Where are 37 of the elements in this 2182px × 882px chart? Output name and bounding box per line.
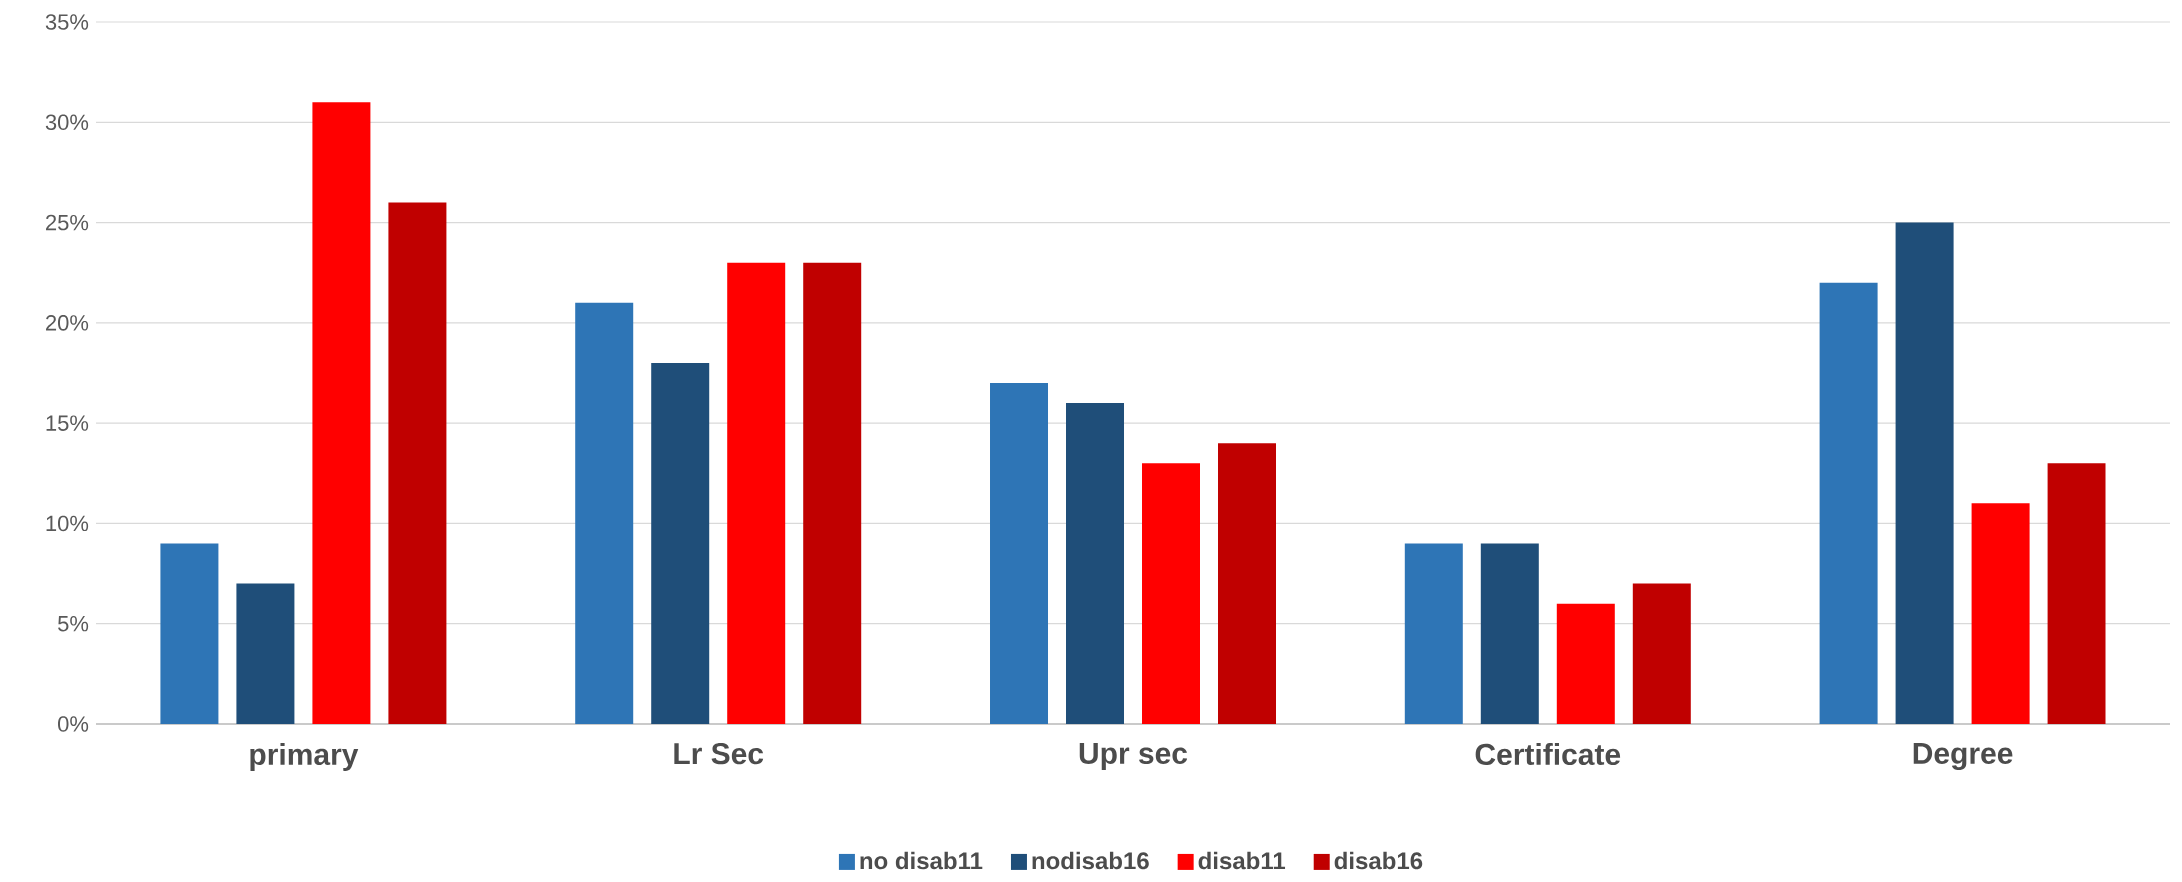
bar [236, 583, 295, 724]
y-tick-label: 30% [45, 114, 89, 131]
bar [727, 262, 786, 724]
y-tick-label: 10% [46, 515, 89, 532]
bar [1632, 583, 1691, 724]
bar [160, 543, 219, 724]
y-tick-label: 15% [46, 415, 89, 431]
y-tick-label: 5% [58, 615, 89, 632]
bar [388, 202, 447, 724]
bar [312, 102, 371, 724]
legend-label: disab16 [1334, 851, 1423, 870]
bar [1404, 543, 1463, 724]
bar [1066, 403, 1125, 724]
bar [651, 362, 710, 724]
y-tick-label: 0% [58, 716, 89, 732]
bar [803, 262, 862, 724]
bar [1218, 443, 1276, 724]
bar [1971, 503, 2030, 724]
legend-label: disab11 [1198, 851, 1286, 870]
bar [1480, 543, 1539, 724]
x-tick-label: Upr sec [1079, 743, 1188, 770]
legend-label: no disab11 [860, 851, 983, 870]
y-tick-label: 25% [46, 214, 89, 231]
bar [575, 302, 634, 724]
x-tick-label: Certificate [1475, 743, 1621, 766]
x-tick-label: primary [250, 743, 359, 771]
y-tick-label: 35% [45, 14, 89, 30]
x-tick-label: Lr Sec [674, 743, 764, 765]
bar [1556, 603, 1615, 724]
legend-label: nodisab16 [1032, 851, 1149, 870]
bar [990, 383, 1049, 724]
bar [1819, 282, 1878, 724]
y-tick-label: 20% [46, 315, 89, 331]
x-tick-label: Degree [1913, 743, 2013, 771]
bar [1142, 463, 1200, 724]
bar [1895, 222, 1954, 724]
bar [2047, 463, 2106, 724]
